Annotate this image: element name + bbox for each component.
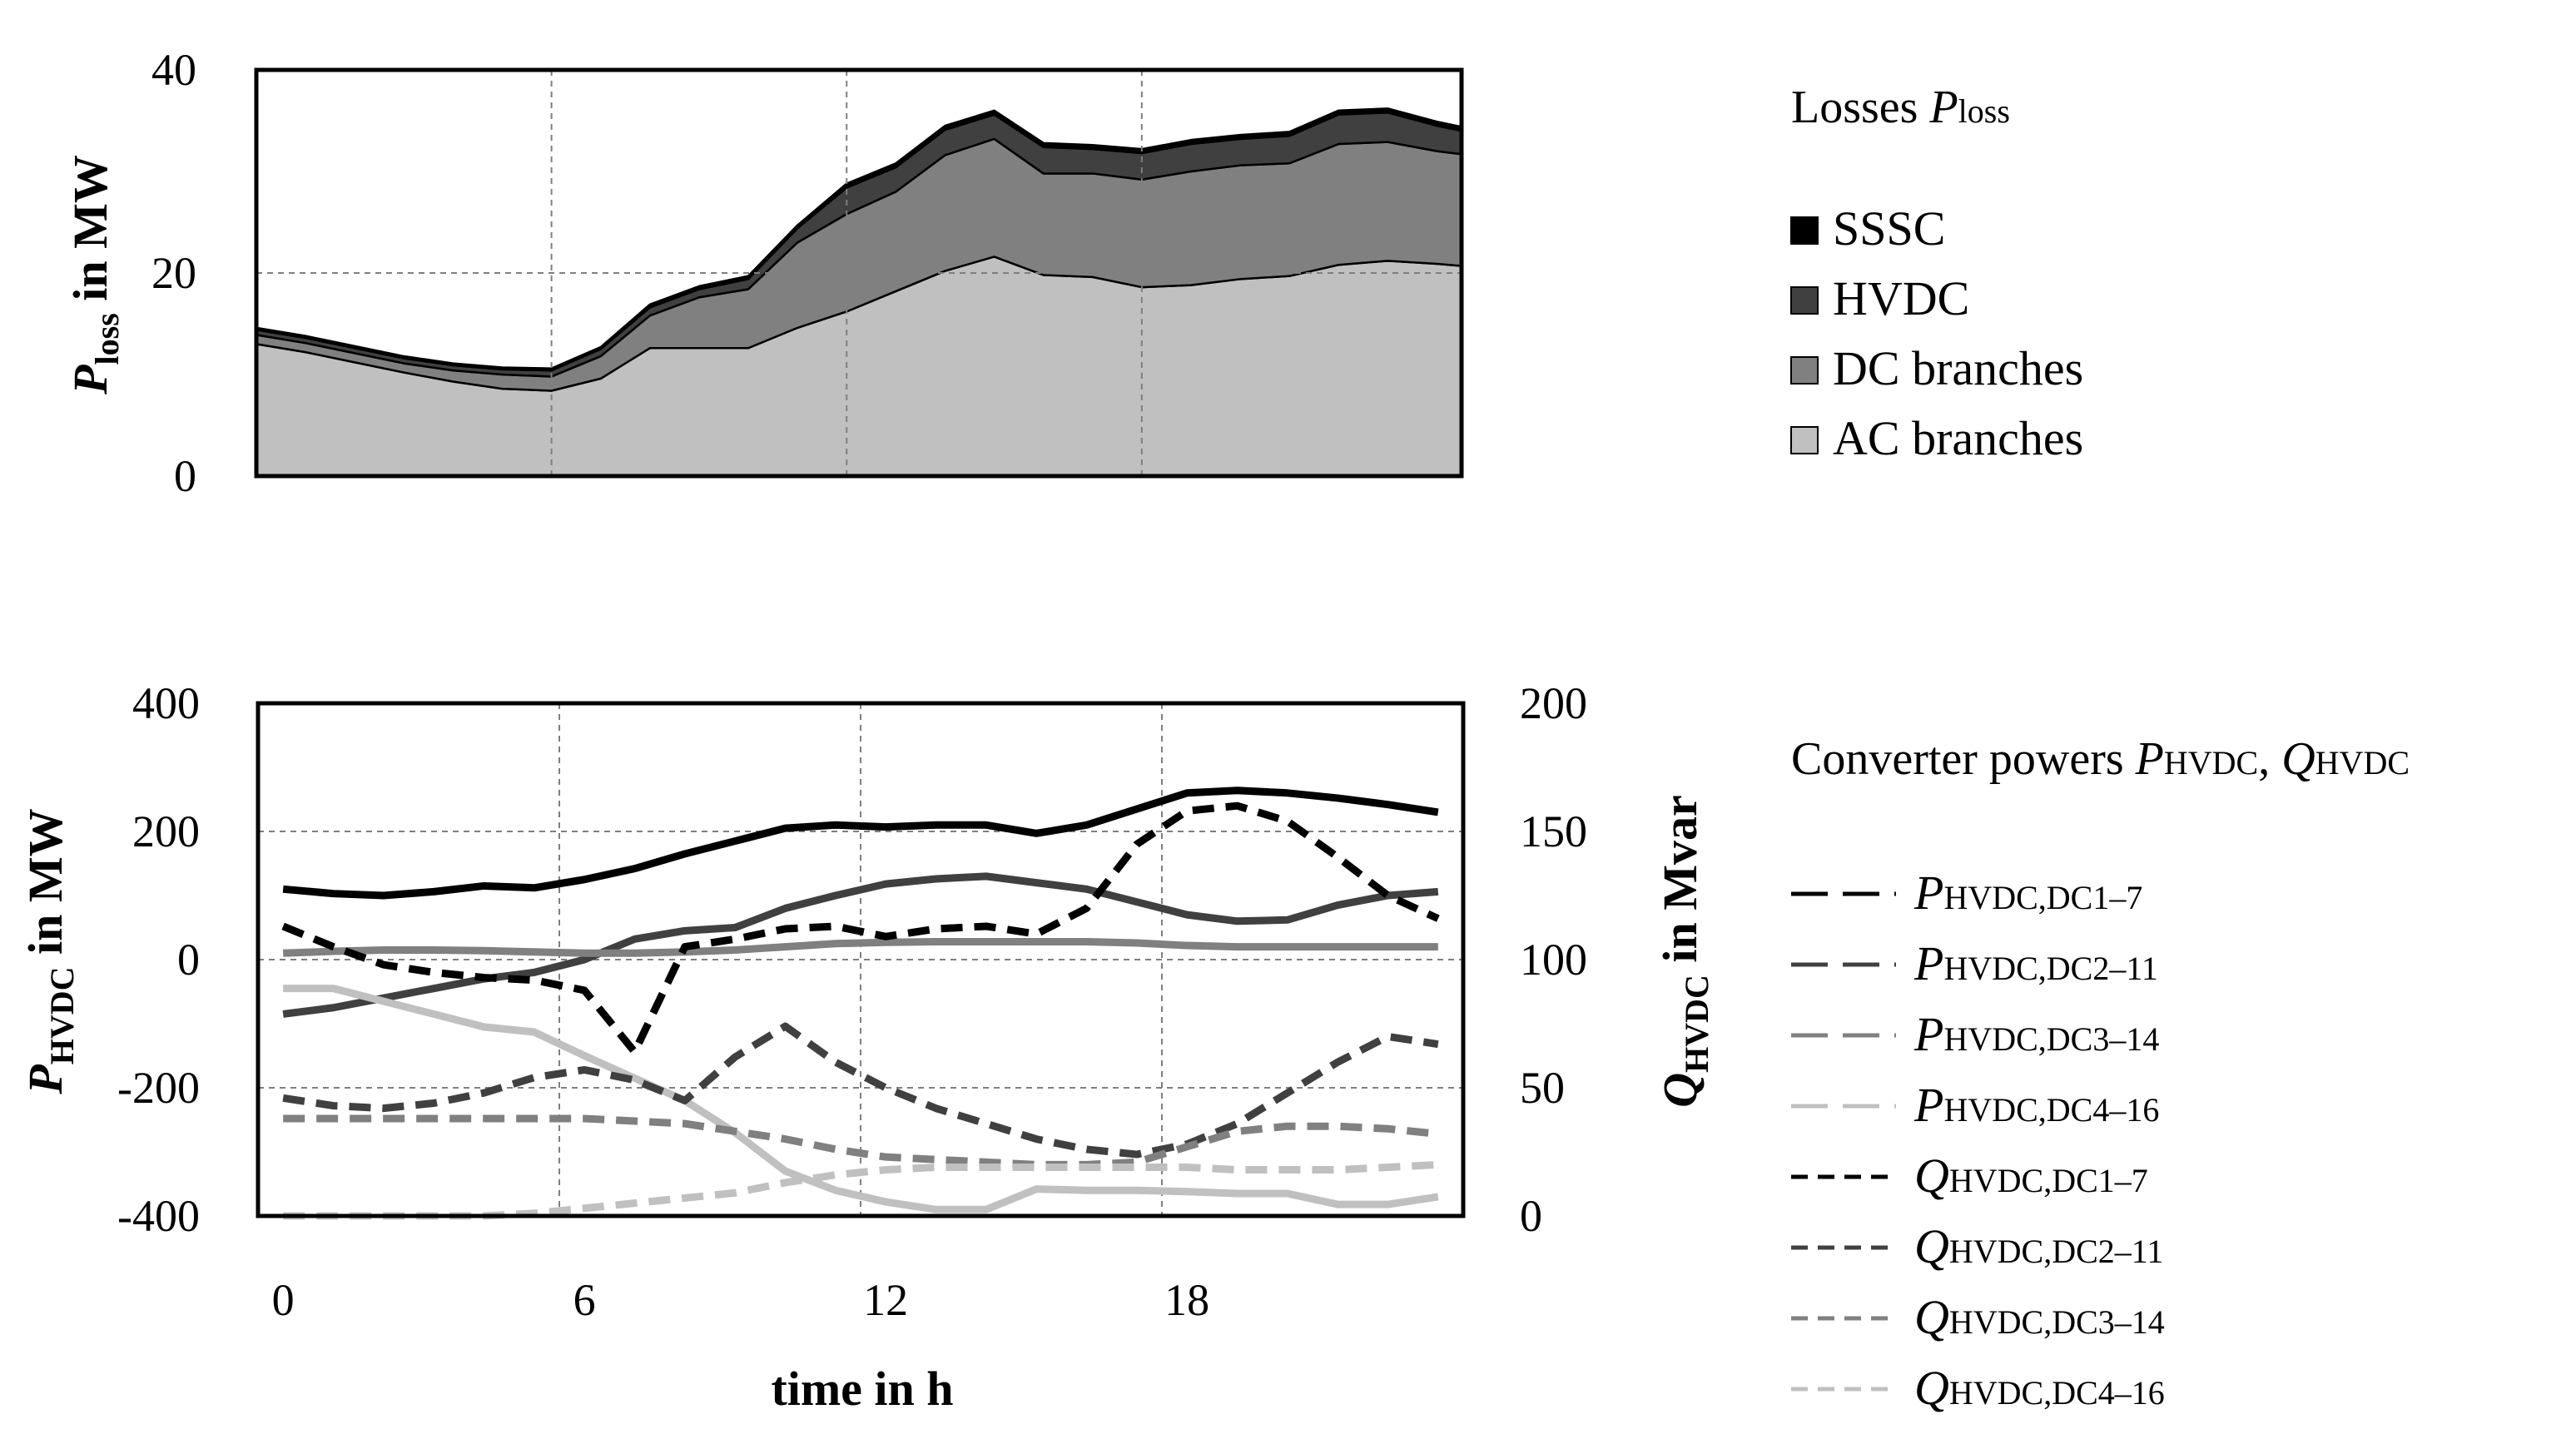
converter-right-ticks: 0 50 100 150 200 <box>1520 678 1587 1241</box>
converter-left-ticks: -400 -200 0 200 400 <box>117 678 200 1241</box>
converter-left-tick-label: -400 <box>117 1191 200 1241</box>
converter-x-tick-label: 6 <box>573 1275 596 1325</box>
legend-item-p-hvdc-dc1-7: PHVDC,DC1–7 <box>1791 866 2142 920</box>
legend-item-ac-branches: AC branches <box>1790 411 2083 465</box>
losses-areas <box>255 107 1463 478</box>
legend-item-dc-branches: DC branches <box>1790 341 2083 395</box>
converter-chart: -400 -200 0 200 400 0 50 100 150 200 0 6 12 18 PHVD… <box>18 678 2410 1416</box>
legend-label: PHVDC,DC3–14 <box>1913 1007 2159 1061</box>
converter-legend: PHVDC,DC1–7 PHVDC,DC2–11 PHVDC,DC3–14 PHVDC… <box>1791 866 2165 1415</box>
losses-y-ticks: 0 20 40 <box>151 45 196 501</box>
legend-item-q-hvdc-dc1-7: QHVDC,DC1–7 <box>1791 1149 2148 1203</box>
legend-swatch <box>1790 356 1819 385</box>
line-q-hvdc-dc1-7 <box>281 801 1440 1056</box>
losses-y-tick-label: 0 <box>174 451 196 501</box>
legend-item-hvdc: HVDC <box>1790 271 1969 325</box>
converter-left-tick-label: -200 <box>117 1063 200 1113</box>
legend-item-q-hvdc-dc2-11: QHVDC,DC2–11 <box>1791 1219 2163 1273</box>
legend-swatch <box>1790 286 1819 315</box>
losses-gridlines <box>256 70 1462 476</box>
converter-plot-frame <box>256 701 1466 1218</box>
legend-label: PHVDC,DC2–11 <box>1913 936 2158 990</box>
line-p-hvdc-dc4-16 <box>283 985 1439 1213</box>
converter-left-tick-label: 0 <box>177 935 200 985</box>
losses-y-tick-label: 20 <box>151 248 196 298</box>
converter-y-axis-label: PHVDC in MW <box>18 808 81 1094</box>
line-q-hvdc-dc2-11 <box>282 1022 1439 1159</box>
converter-right-tick-label: 200 <box>1520 678 1587 728</box>
line-p-hvdc-dc3-14 <box>282 937 1438 957</box>
legend-label: SSSC <box>1833 201 1945 256</box>
converter-y2-axis-label: QHVDC in Mvar <box>1653 795 1715 1108</box>
losses-legend-title: Losses Ploss <box>1791 82 2010 133</box>
converter-x-ticks: 0 6 12 18 <box>272 1275 1209 1325</box>
converter-left-tick-label: 200 <box>132 806 200 856</box>
losses-y-tick-label: 40 <box>151 45 196 95</box>
converter-right-tick-label: 100 <box>1520 935 1587 985</box>
converter-legend-title: Converter powers PHVDC, QHVDC <box>1791 733 2410 785</box>
converter-x-tick-label: 0 <box>272 1275 295 1325</box>
converter-x-tick-label: 12 <box>863 1275 908 1325</box>
legend-label: AC branches <box>1833 411 2083 465</box>
legend-item-q-hvdc-dc3-14: QHVDC,DC3–14 <box>1791 1290 2165 1344</box>
legend-item-p-hvdc-dc3-14: PHVDC,DC3–14 <box>1791 1007 2159 1061</box>
legend-label: DC branches <box>1833 341 2083 395</box>
converter-x-axis-label: time in h <box>771 1362 953 1416</box>
legend-label: QHVDC,DC3–14 <box>1914 1290 2165 1344</box>
legend-label: QHVDC,DC1–7 <box>1914 1149 2148 1203</box>
line-q-hvdc-dc3-14 <box>283 1114 1439 1169</box>
legend-item-sssc: SSSC <box>1790 201 1945 256</box>
converter-right-tick-label: 0 <box>1520 1191 1542 1241</box>
legend-label: PHVDC,DC4–16 <box>1913 1078 2159 1132</box>
legend-label: HVDC <box>1833 271 1969 325</box>
legend-swatch <box>1790 216 1819 245</box>
converter-right-tick-label: 50 <box>1520 1063 1565 1113</box>
losses-legend: SSSC HVDC DC branches AC branches <box>1790 201 2083 465</box>
legend-swatch <box>1790 426 1819 454</box>
legend-label: PHVDC,DC1–7 <box>1913 866 2142 920</box>
legend-item-p-hvdc-dc2-11: PHVDC,DC2–11 <box>1791 936 2158 990</box>
losses-y-axis-label: Ploss in MW <box>63 155 126 395</box>
converter-lines <box>281 786 1440 1220</box>
legend-item-p-hvdc-dc4-16: PHVDC,DC4–16 <box>1791 1078 2159 1132</box>
legend-label: QHVDC,DC4–16 <box>1914 1361 2165 1415</box>
converter-gridlines <box>257 703 1463 1216</box>
converter-x-tick-label: 18 <box>1164 1275 1209 1325</box>
losses-plot-frame <box>254 67 1464 479</box>
legend-item-q-hvdc-dc4-16: QHVDC,DC4–16 <box>1791 1361 2165 1415</box>
converter-left-tick-label: 400 <box>132 678 200 728</box>
line-q-hvdc-dc4-16 <box>283 1160 1439 1220</box>
legend-label: QHVDC,DC2–11 <box>1914 1219 2163 1273</box>
losses-chart: 0 20 40 Ploss in MW Losses Ploss SSSC HVDC D… <box>63 45 2083 501</box>
line-p-hvdc-dc1-7 <box>282 786 1439 900</box>
converter-right-tick-label: 150 <box>1520 806 1587 856</box>
